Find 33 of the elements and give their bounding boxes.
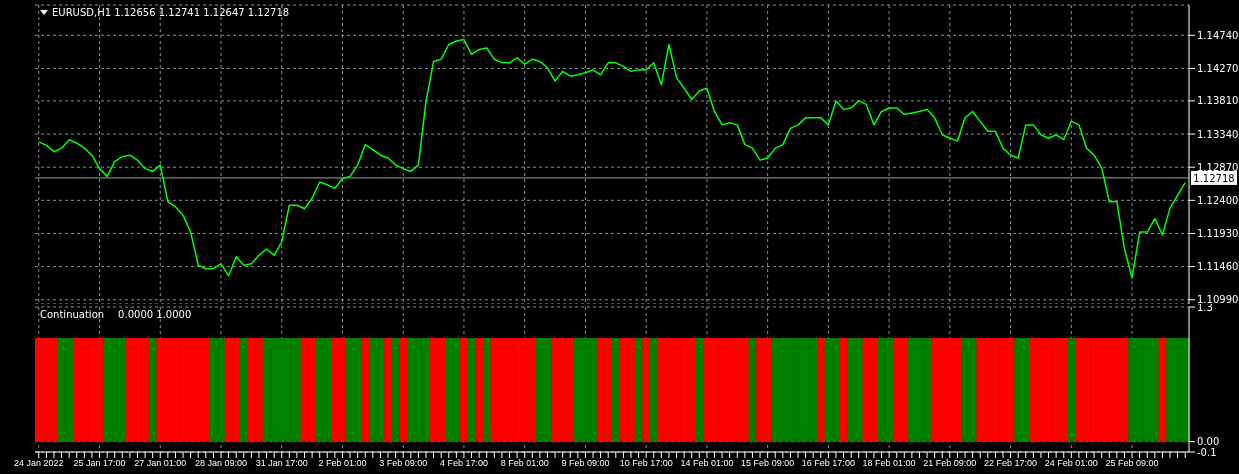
x-tick-label: 14 Feb 01:00 (680, 458, 734, 469)
annotation: 0.0000 1.0000 (118, 309, 192, 320)
x-tick-label: 25 Feb 09:00 (1105, 458, 1159, 469)
x-tick-label: 25 Jan 17:00 (73, 458, 126, 469)
x-tick-label: 2 Feb 01:00 (318, 458, 367, 469)
y-tick-label: 1.14270 (1197, 63, 1239, 75)
x-tick-label: 4 Feb 17:00 (439, 458, 488, 469)
chart-title: Continuation (40, 309, 105, 320)
y-tick-label: 1.12400 (1197, 194, 1239, 206)
x-tick-label: 10 Feb 17:00 (619, 458, 673, 469)
y-tick-label: 1.12870 (1197, 161, 1239, 173)
x-tick-label: 8 Feb 01:00 (500, 458, 549, 469)
y-tick-label: 1.13340 (1197, 128, 1239, 140)
x-tick-label: 18 Feb 01:00 (862, 458, 916, 469)
y-tick-label: 1.14740 (1197, 29, 1239, 41)
ref-line-label: 1.12718 (1193, 172, 1235, 184)
y-tick-label: 0.00 (1197, 436, 1220, 448)
x-tick-label: 15 Feb 09:00 (741, 458, 795, 469)
x-tick-label: 22 Feb 17:00 (984, 458, 1038, 469)
x-tick-label: 16 Feb 17:00 (801, 458, 855, 469)
y-tick-label: 1.11460 (1197, 261, 1239, 273)
x-tick-label: 28 Jan 09:00 (194, 458, 248, 469)
y-tick-label: 1.11930 (1197, 228, 1239, 240)
chart-title: EURUSD,H1 1.12656 1.12741 1.12647 1.12718 (52, 7, 290, 18)
x-tick-label: 31 Jan 17:00 (255, 458, 308, 469)
y-tick-label: 1.13810 (1197, 95, 1239, 107)
x-tick-label: 3 Feb 09:00 (379, 458, 428, 469)
x-tick-label: 21 Feb 09:00 (923, 458, 977, 469)
y-tick-label: -0.1 (1197, 446, 1217, 458)
x-tick-label: 9 Feb 09:00 (561, 458, 610, 469)
x-tick-label: 24 Feb 01:00 (1044, 458, 1098, 469)
x-tick-label: 24 Jan 2022 (14, 458, 64, 469)
x-tick-label: 27 Jan 01:00 (134, 458, 187, 469)
